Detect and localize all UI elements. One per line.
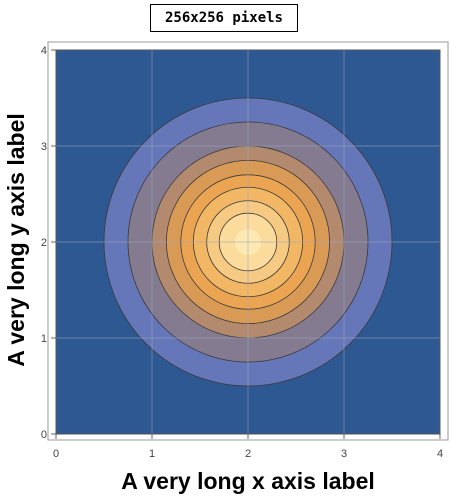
- plot-border: [55, 49, 441, 435]
- y-tick-label: 3: [41, 141, 47, 153]
- y-tick-label: 0: [41, 429, 47, 441]
- y-tick-label: 1: [41, 333, 47, 345]
- x-tick-label: 1: [149, 448, 155, 460]
- x-tick-label: 3: [341, 448, 347, 460]
- y-tick-label: 4: [41, 45, 47, 57]
- x-tick-label: 2: [245, 448, 251, 460]
- chart-title: 256x256 pixels: [150, 4, 298, 32]
- y-axis-label: A very long y axis label: [3, 113, 29, 367]
- x-tick-label: 0: [53, 448, 59, 460]
- x-axis-label: A very long x axis label: [121, 468, 375, 494]
- y-tick-label: 2: [41, 237, 47, 249]
- x-tick-label: 4: [437, 448, 443, 460]
